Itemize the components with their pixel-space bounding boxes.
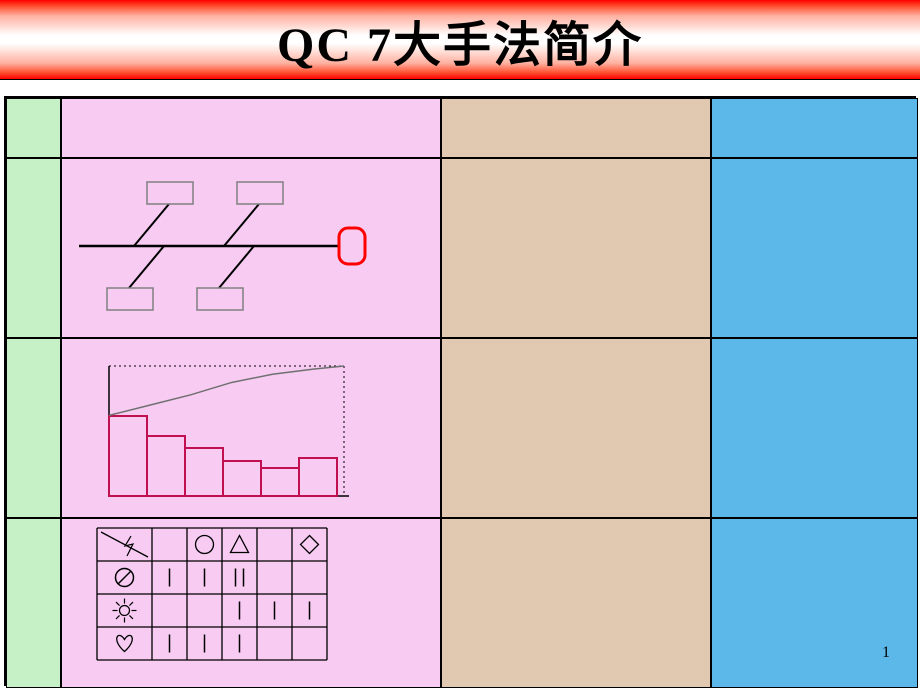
page-number: 1 xyxy=(882,644,890,662)
grid-cell xyxy=(711,518,918,688)
title-bar: QC 7大手法简介 xyxy=(0,0,920,80)
grid-cell xyxy=(441,518,711,688)
grid-cell xyxy=(711,98,918,158)
grid-cell xyxy=(441,158,711,338)
pareto-chart xyxy=(59,336,439,516)
fishbone-diagram xyxy=(59,156,439,336)
page-title: QC 7大手法简介 xyxy=(277,5,643,75)
slide: QC 7大手法简介 1 xyxy=(0,0,920,690)
grid-cell xyxy=(6,338,61,518)
grid-cell xyxy=(711,338,918,518)
grid-cell xyxy=(711,158,918,338)
grid-cell xyxy=(6,158,61,338)
grid-cell xyxy=(6,98,61,158)
grid-cell xyxy=(6,518,61,688)
grid-cell xyxy=(441,98,711,158)
check-sheet xyxy=(59,516,439,686)
grid-cell xyxy=(441,338,711,518)
grid-cell xyxy=(61,98,441,158)
